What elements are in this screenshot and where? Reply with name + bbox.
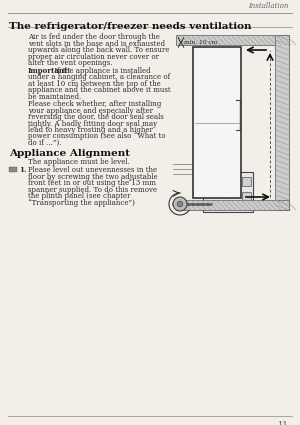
Bar bbox=[9, 167, 17, 172]
Bar bbox=[242, 177, 251, 186]
Text: If the appliance is installed: If the appliance is installed bbox=[50, 66, 151, 74]
Text: spanner supplied. To do this remove: spanner supplied. To do this remove bbox=[28, 185, 157, 193]
Text: the plinth panel (see chapter: the plinth panel (see chapter bbox=[28, 192, 130, 200]
Text: min. 10 cm: min. 10 cm bbox=[184, 40, 218, 45]
Text: vent slots in the base and is exhausted: vent slots in the base and is exhausted bbox=[28, 40, 165, 48]
Text: The appliance must be level.: The appliance must be level. bbox=[28, 159, 130, 167]
Text: your appliance and especially after: your appliance and especially after bbox=[28, 107, 153, 114]
Bar bbox=[275, 35, 289, 210]
Text: Important!: Important! bbox=[28, 66, 71, 74]
Text: The refrigerator/freezer needs ventilation: The refrigerator/freezer needs ventilati… bbox=[9, 22, 251, 31]
Text: Appliance Alignment: Appliance Alignment bbox=[9, 150, 130, 159]
Bar bbox=[242, 192, 251, 201]
Text: 11: 11 bbox=[278, 421, 289, 425]
Circle shape bbox=[177, 201, 183, 207]
Text: be maintained.: be maintained. bbox=[28, 93, 81, 100]
Text: front feet in or out using the 13 mm: front feet in or out using the 13 mm bbox=[28, 179, 156, 187]
Text: at least 10 cm between the top of the: at least 10 cm between the top of the bbox=[28, 79, 161, 88]
Text: Air is fed under the door through the: Air is fed under the door through the bbox=[28, 33, 160, 41]
Circle shape bbox=[173, 197, 187, 211]
Text: proper air circulation never cover or: proper air circulation never cover or bbox=[28, 53, 159, 60]
Text: Please check whether, after installing: Please check whether, after installing bbox=[28, 100, 161, 108]
Text: under a hanging cabinet, a clearance of: under a hanging cabinet, a clearance of bbox=[28, 73, 170, 81]
Text: alter the vent openings.: alter the vent openings. bbox=[28, 59, 112, 67]
Text: upwards along the back wall. To ensure: upwards along the back wall. To ensure bbox=[28, 46, 170, 54]
Bar bbox=[203, 172, 253, 212]
Text: Installation: Installation bbox=[248, 2, 288, 10]
Text: Please level out unevennesses in the: Please level out unevennesses in the bbox=[28, 166, 157, 174]
Bar bbox=[176, 200, 289, 210]
Text: power consumption (see also “What to: power consumption (see also “What to bbox=[28, 133, 166, 141]
Text: tightly. A badly fitting door seal may: tightly. A badly fitting door seal may bbox=[28, 119, 157, 128]
Text: do if ...”).: do if ...”). bbox=[28, 139, 61, 147]
Text: 1.: 1. bbox=[19, 166, 26, 174]
Text: “Transporting the appliance”): “Transporting the appliance”) bbox=[28, 198, 135, 207]
Bar bbox=[193, 47, 241, 198]
Bar bbox=[176, 35, 289, 45]
Text: floor by screwing the two adjustable: floor by screwing the two adjustable bbox=[28, 173, 158, 181]
Text: lead to heavy frosting and a higher: lead to heavy frosting and a higher bbox=[28, 126, 153, 134]
Text: reversing the door, the door seal seals: reversing the door, the door seal seals bbox=[28, 113, 164, 121]
Text: appliance and the cabinet above it must: appliance and the cabinet above it must bbox=[28, 86, 171, 94]
